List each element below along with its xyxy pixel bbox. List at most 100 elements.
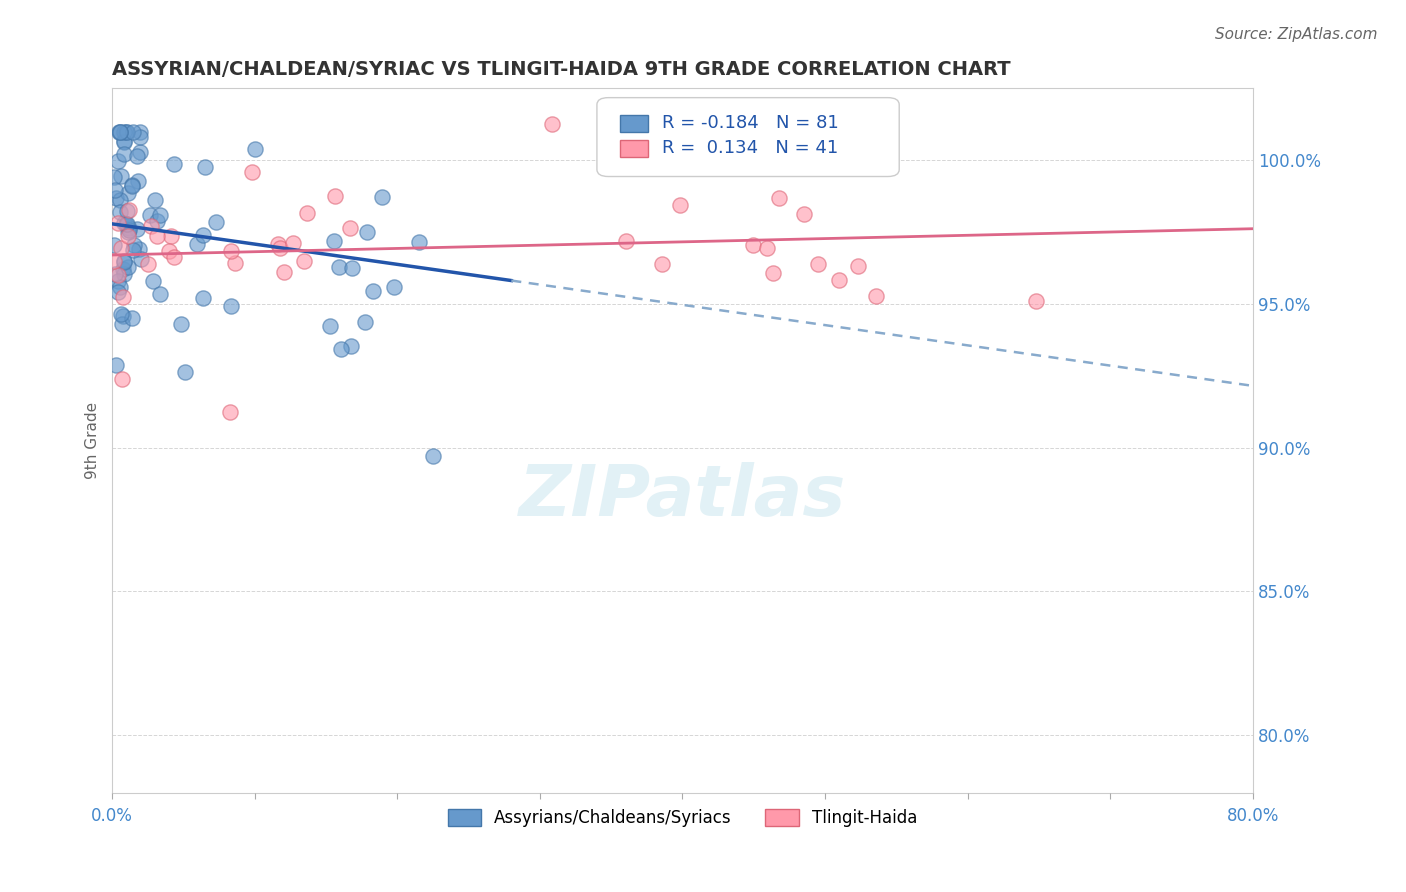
Point — [117, 203, 139, 218]
Point — [328, 260, 350, 275]
Point — [340, 339, 363, 353]
Point — [129, 252, 152, 267]
Point — [112, 135, 135, 149]
Point — [110, 193, 132, 207]
Point — [221, 299, 243, 313]
Legend: Assyrians/Chaldeans/Syriacs, Tlingit-Haida: Assyrians/Chaldeans/Syriacs, Tlingit-Hai… — [441, 802, 924, 834]
Point — [828, 272, 851, 286]
Point — [118, 222, 141, 236]
Point — [224, 256, 246, 270]
Point — [669, 198, 692, 212]
Point — [204, 215, 226, 229]
Point — [110, 241, 132, 255]
Point — [146, 228, 169, 243]
Point — [865, 289, 887, 303]
Point — [122, 243, 145, 257]
Point — [170, 317, 193, 331]
Point — [127, 174, 149, 188]
Point — [107, 154, 129, 169]
Text: R =  0.134   N = 41: R = 0.134 N = 41 — [662, 139, 838, 157]
Point — [191, 227, 214, 242]
Point — [107, 216, 129, 230]
Point — [108, 280, 131, 294]
Text: Source: ZipAtlas.com: Source: ZipAtlas.com — [1215, 27, 1378, 42]
Text: ASSYRIAN/CHALDEAN/SYRIAC VS TLINGIT-HAIDA 9TH GRADE CORRELATION CHART: ASSYRIAN/CHALDEAN/SYRIAC VS TLINGIT-HAID… — [112, 60, 1011, 78]
Point — [323, 234, 346, 248]
Point — [742, 237, 765, 252]
Point — [145, 213, 167, 227]
Point — [768, 191, 790, 205]
Point — [371, 190, 394, 204]
Point — [110, 169, 132, 183]
Point — [110, 307, 132, 321]
Point — [115, 125, 138, 139]
Point — [117, 229, 139, 244]
Point — [112, 147, 135, 161]
Point — [650, 257, 672, 271]
Point — [143, 194, 166, 208]
Point — [149, 286, 172, 301]
Point — [128, 242, 150, 256]
Point — [240, 165, 263, 179]
Point — [340, 260, 363, 275]
Point — [267, 236, 290, 251]
Point — [160, 229, 183, 244]
Point — [807, 256, 830, 270]
Point — [129, 125, 152, 139]
Point — [408, 235, 430, 249]
Point — [121, 310, 143, 325]
Point — [112, 254, 135, 268]
Point — [112, 255, 135, 269]
Point — [122, 237, 145, 252]
Point — [541, 117, 564, 131]
Point — [110, 125, 132, 139]
Point — [323, 189, 346, 203]
Point — [138, 208, 160, 222]
Point — [105, 358, 128, 372]
Point — [111, 317, 134, 331]
Point — [125, 222, 148, 236]
Point — [111, 262, 134, 277]
Point — [138, 257, 160, 271]
Point — [104, 267, 127, 281]
Point — [163, 157, 186, 171]
Point — [107, 274, 129, 288]
Point — [121, 178, 143, 193]
Point — [111, 290, 134, 304]
Point — [108, 204, 131, 219]
Point — [118, 221, 141, 235]
FancyBboxPatch shape — [598, 97, 900, 177]
Point — [112, 125, 135, 139]
Point — [111, 372, 134, 386]
Point — [112, 134, 135, 148]
Point — [117, 186, 139, 200]
Point — [122, 125, 145, 139]
Point — [295, 206, 318, 220]
Point — [361, 284, 384, 298]
Point — [693, 145, 716, 159]
Point — [163, 250, 186, 264]
Point — [186, 237, 208, 252]
Point — [174, 365, 197, 379]
Point — [356, 226, 378, 240]
Text: ZIPatlas: ZIPatlas — [519, 462, 846, 532]
Point — [117, 225, 139, 239]
Point — [243, 143, 266, 157]
Text: 0.0%: 0.0% — [91, 807, 134, 825]
Point — [283, 235, 305, 250]
Point — [121, 178, 143, 192]
Point — [104, 183, 127, 197]
Point — [194, 161, 217, 175]
Point — [115, 217, 138, 231]
FancyBboxPatch shape — [620, 114, 648, 132]
Point — [108, 125, 131, 139]
Y-axis label: 9th Grade: 9th Grade — [86, 402, 100, 479]
FancyBboxPatch shape — [620, 140, 648, 158]
Point — [269, 241, 291, 255]
Point — [384, 280, 406, 294]
Point — [793, 207, 815, 221]
Point — [112, 216, 135, 230]
Point — [762, 266, 785, 280]
Point — [105, 191, 128, 205]
Point — [149, 208, 172, 222]
